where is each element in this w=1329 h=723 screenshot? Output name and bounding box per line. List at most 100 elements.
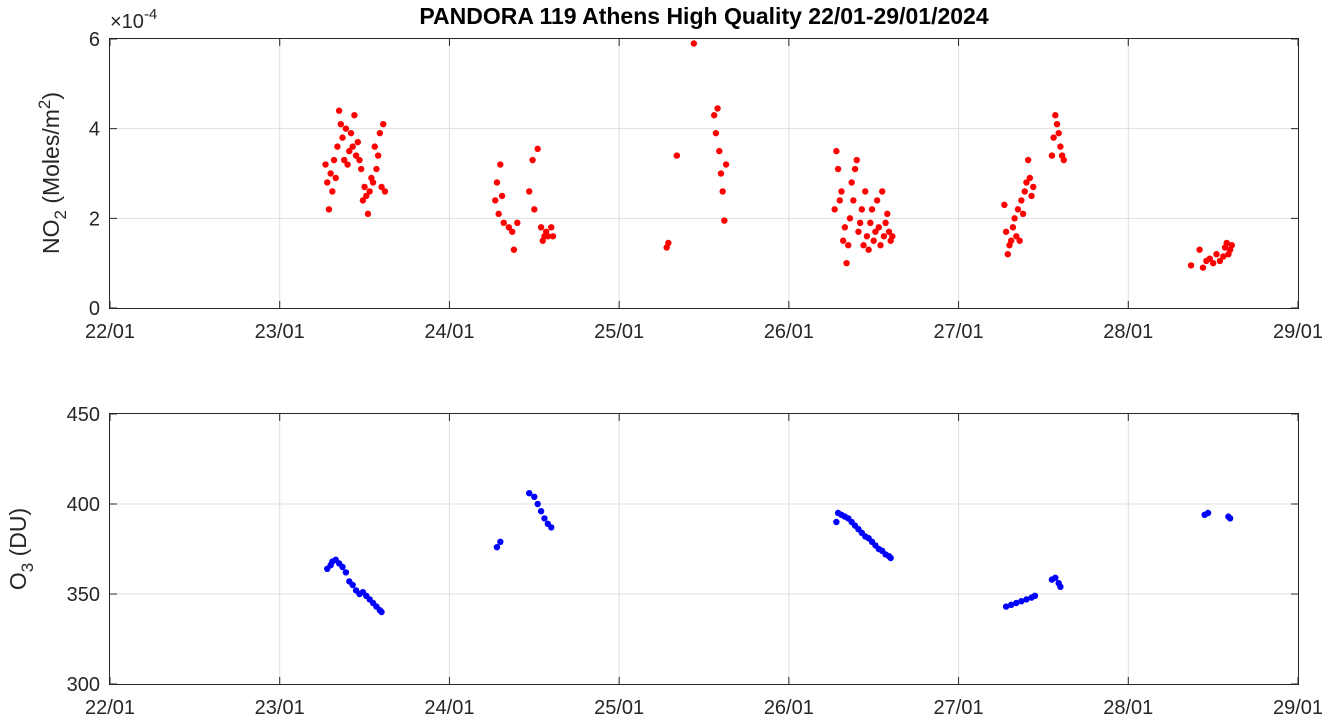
o3-axes-box (109, 413, 1299, 685)
no2-data-point (1199, 264, 1207, 271)
no2-data-point (879, 188, 886, 195)
no2-data-point (339, 134, 346, 141)
no2-data-point (549, 233, 557, 240)
no2-data-point (332, 174, 339, 182)
no2-data-point (872, 228, 879, 235)
y-tick-label: 2 (89, 208, 100, 230)
no2-data-point (492, 197, 499, 204)
o3-data-point (1057, 583, 1064, 590)
no2-data-point (351, 112, 358, 119)
o3-y-axis-label: O3 (DU) (5, 508, 37, 590)
x-tick-label: 28/01 (1103, 321, 1153, 343)
o3-data-point (1023, 596, 1030, 603)
o3-data-point (493, 544, 501, 551)
x-tick-label: 27/01 (934, 697, 984, 719)
no2-data-point (1206, 255, 1213, 262)
no2-data-point (1023, 179, 1030, 186)
x-tick-label: 24/01 (424, 321, 474, 343)
no2-data-point (500, 219, 507, 227)
no2-data-point (363, 192, 370, 200)
no2-data-point (665, 239, 672, 247)
no2-data-point (334, 143, 341, 150)
no2-data-point (347, 129, 355, 137)
x-tick-label: 25/01 (594, 321, 644, 343)
no2-data-point (862, 188, 869, 195)
o3-data-point (1226, 515, 1234, 522)
no2-data-point (889, 233, 896, 240)
o3-grid (110, 414, 1298, 684)
no2-data-point (361, 183, 368, 191)
no2-data-point (544, 233, 552, 240)
no2-data-point (357, 165, 365, 173)
no2-data-point (845, 242, 852, 249)
o3-series (324, 490, 1234, 616)
o3-x-tick-labels: 22/01 23/01 24/01 25/01 26/01 27/01 28/01 29/01 (85, 414, 1323, 719)
o3-data-point (349, 581, 356, 589)
no2-data-point (846, 215, 854, 222)
no2-data-point (514, 219, 521, 227)
no2-data-point (378, 183, 385, 191)
chart-title: PANDORA 119 Athens High Quality 22/01-29… (419, 3, 988, 29)
o3-data-point (378, 608, 385, 616)
no2-data-point (673, 152, 681, 159)
no2-data-point (1209, 259, 1217, 267)
no2-data-point (1013, 233, 1020, 240)
no2-data-point (1011, 215, 1018, 222)
no2-data-point (509, 228, 516, 235)
no2-data-point (721, 217, 728, 224)
no2-data-point (531, 206, 538, 213)
no2-data-point (875, 224, 883, 231)
no2-data-point (1053, 120, 1061, 128)
no2-data-point (1050, 134, 1057, 141)
no2-data-point (867, 219, 874, 227)
no2-data-point (356, 156, 363, 164)
x-tick-label: 26/01 (764, 321, 814, 343)
no2-data-point (1030, 183, 1037, 191)
no2-data-point (834, 165, 842, 173)
no2-data-point (880, 233, 888, 240)
no2-data-point (836, 197, 843, 204)
no2-data-point (1057, 143, 1064, 150)
no2-data-point (327, 170, 334, 177)
no2-data-point (841, 224, 849, 231)
no2-data-point (1019, 210, 1027, 218)
y-tick-label: 6 (89, 29, 100, 51)
no2-data-point (838, 188, 845, 195)
no2-data-point (873, 197, 881, 204)
y-tick-label: 0 (89, 298, 100, 320)
no2-data-point (1223, 239, 1230, 247)
no2-data-point (374, 152, 382, 159)
no2-data-point (868, 206, 876, 213)
no2-x-tick-labels: 22/01 23/01 24/01 25/01 26/01 27/01 28/01 29/01 (85, 39, 1323, 343)
o3-data-point (548, 524, 555, 531)
no2-data-point (1004, 251, 1011, 258)
x-tick-label: 27/01 (934, 321, 984, 343)
no2-data-point (1021, 188, 1028, 195)
no2-data-point (833, 147, 840, 155)
no2-panel: 22/01 23/01 24/01 25/01 26/01 27/01 28/01 29/01… (35, 6, 1323, 343)
no2-data-point (349, 143, 356, 150)
no2-data-point (712, 129, 720, 137)
no2-data-point (865, 246, 872, 253)
no2-data-point (510, 246, 518, 253)
x-tick-label: 25/01 (594, 697, 644, 719)
x-tick-label: 22/01 (85, 697, 135, 719)
no2-data-point (885, 228, 893, 235)
o3-data-point (525, 490, 533, 497)
no2-data-point (831, 206, 838, 213)
o3-y-tick-labels: 300 350 400 450 (67, 404, 1298, 696)
x-tick-label: 29/01 (1273, 697, 1323, 719)
no2-data-point (884, 210, 891, 218)
no2-exponent-label: ×10-4 (110, 6, 157, 33)
no2-data-point (855, 228, 862, 235)
y-tick-label: 350 (67, 584, 100, 606)
no2-data-point (505, 224, 513, 231)
x-tick-label: 28/01 (1103, 697, 1153, 719)
no2-data-point (719, 188, 726, 195)
no2-data-point (371, 143, 378, 150)
x-tick-label: 24/01 (424, 697, 474, 719)
no2-data-point (525, 188, 533, 195)
no2-data-point (839, 237, 847, 244)
o3-data-point (1002, 603, 1010, 610)
no2-data-point (373, 165, 380, 173)
